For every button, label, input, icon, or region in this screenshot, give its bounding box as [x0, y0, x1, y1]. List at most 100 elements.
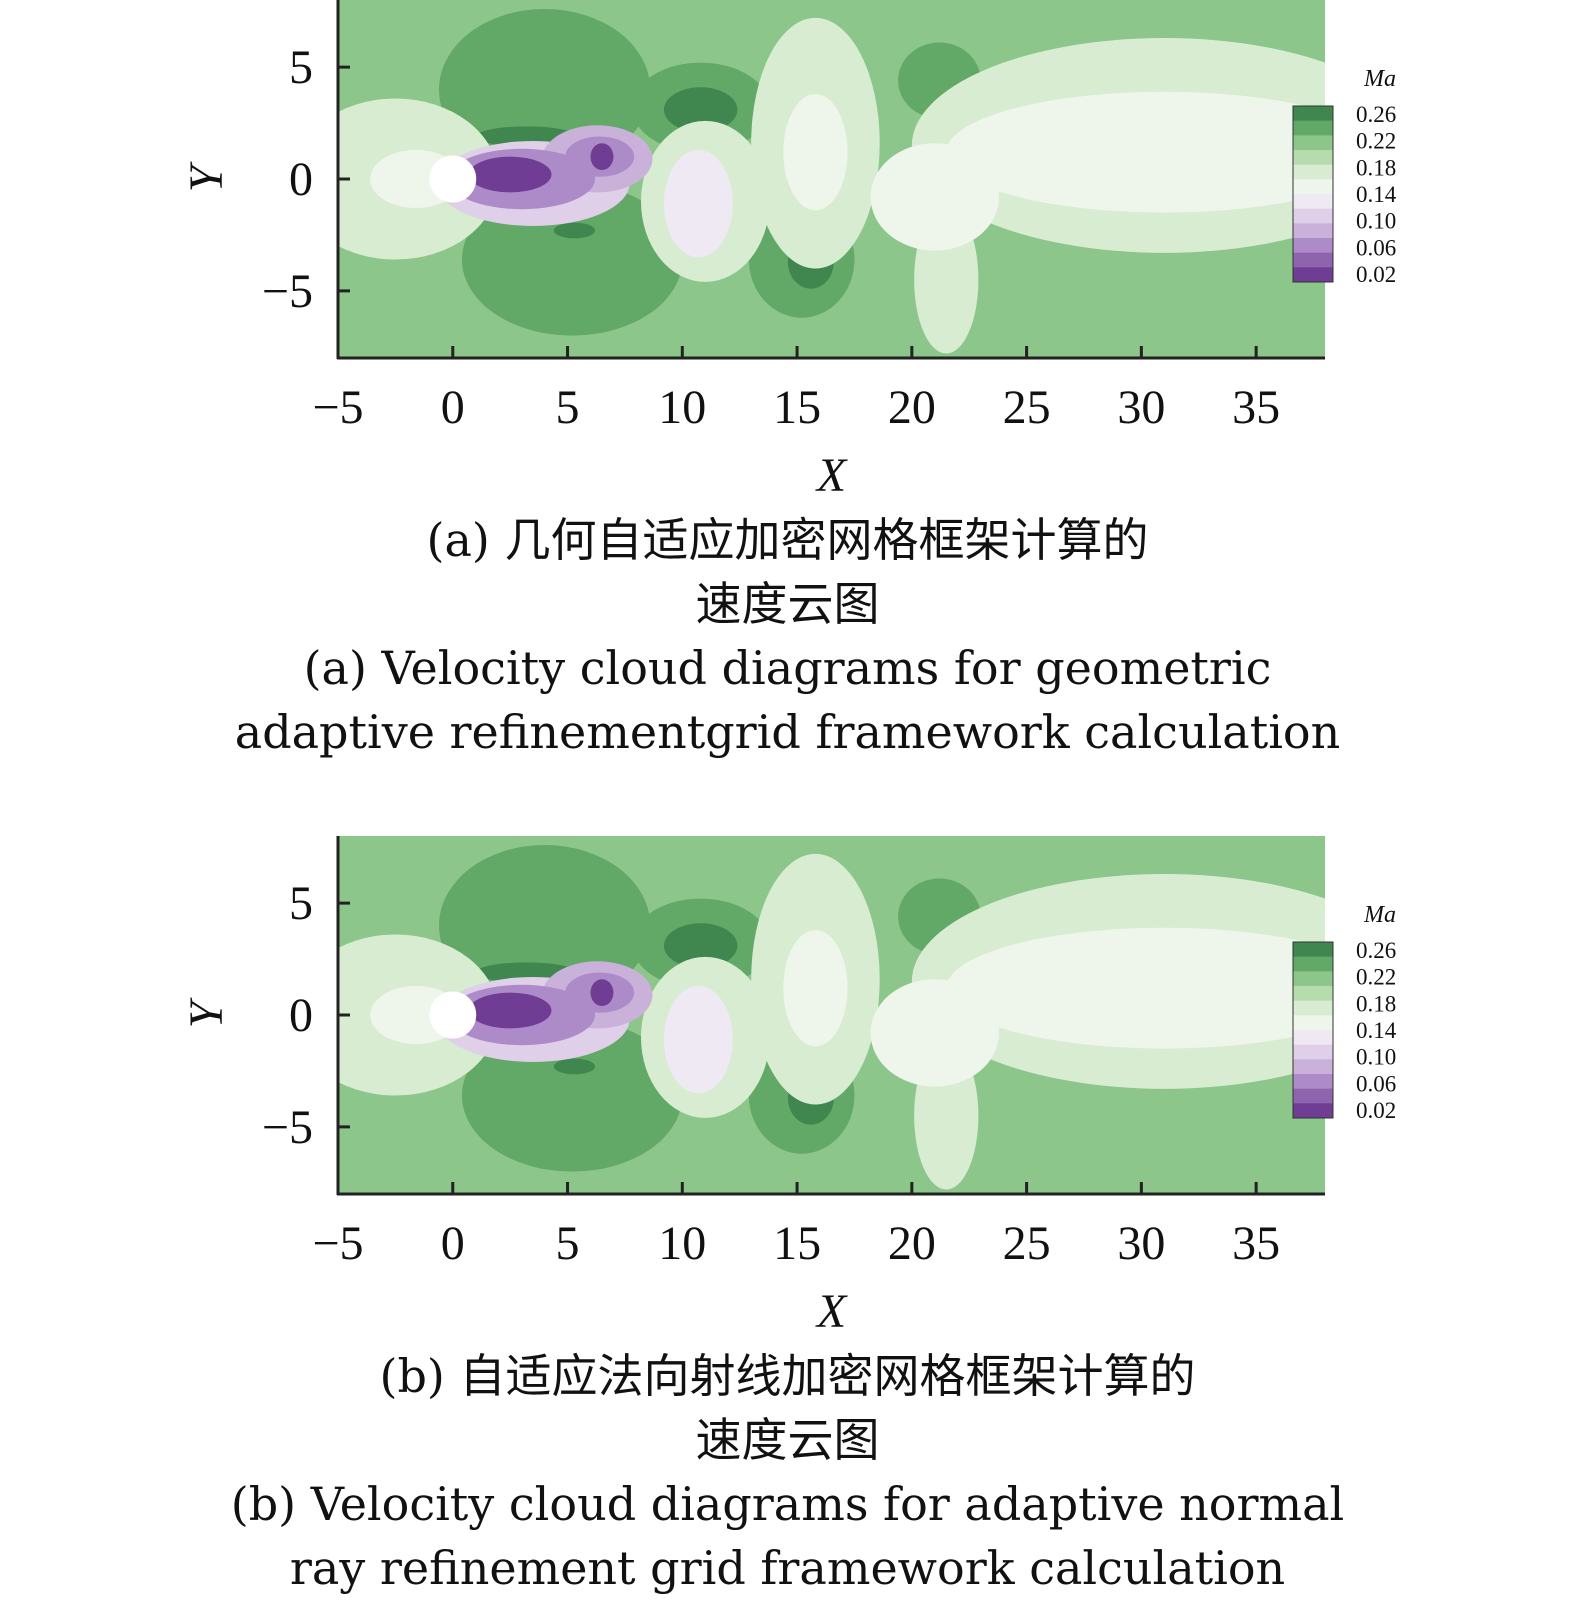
colorbar-swatch: [1293, 1088, 1333, 1104]
x-tick-label: 5: [556, 381, 580, 434]
cylinder-obstacle: [429, 991, 477, 1039]
x-tick-label: −5: [312, 1217, 363, 1270]
caption-a-zh-line1: (a) 几何自适应加密网格框架计算的: [426, 513, 1149, 567]
y-axis-title: Y: [180, 161, 233, 192]
x-axis-title: X: [815, 449, 848, 502]
colorbar-swatch: [1293, 971, 1333, 987]
x-tick-label: 15: [773, 1217, 821, 1270]
colorbar-title: Ma: [1363, 66, 1396, 92]
colorbar-swatch: [1293, 942, 1333, 958]
contour-regions: [338, 8, 1325, 354]
x-tick-label: 25: [1003, 381, 1051, 434]
x-tick-label: 30: [1117, 1217, 1165, 1270]
x-tick-label: 25: [1003, 1217, 1051, 1270]
contour-region-23: [468, 156, 552, 193]
contour-region-14: [946, 91, 1325, 213]
colorbar-label: 0.10: [1356, 209, 1396, 234]
colorbar-legend: Ma 0.260.220.180.140.100.060.02: [1292, 902, 1397, 1123]
caption-b-en-line1: (b) Velocity cloud diagrams for adaptive…: [230, 1477, 1345, 1531]
y-axis-title: Y: [180, 997, 233, 1028]
caption-b-en-line2: ray refinement grid framework calculatio…: [289, 1541, 1286, 1595]
y-tick-label: 5: [289, 41, 313, 94]
colorbar-swatch: [1293, 1000, 1333, 1016]
contour-region-17: [663, 985, 733, 1094]
colorbar-swatch: [1293, 267, 1333, 283]
contour-region-17: [663, 149, 733, 258]
colorbar-swatch: [1293, 208, 1333, 224]
x-tick-label: 10: [658, 1217, 706, 1270]
colorbar-label: 0.18: [1356, 155, 1396, 180]
colorbar-swatch: [1293, 956, 1333, 972]
colorbar-swatch: [1293, 1074, 1333, 1090]
colorbar-swatch: [1293, 1044, 1333, 1060]
contour-region-5: [663, 923, 738, 969]
colorbar-label: 0.02: [1356, 1098, 1396, 1123]
colorbar-swatch: [1293, 238, 1333, 254]
contour-region-3: [553, 222, 596, 239]
x-axis-title: X: [815, 1285, 848, 1338]
contour-region-16: [783, 93, 848, 211]
colorbar-swatch: [1293, 179, 1333, 195]
colorbar-swatch: [1293, 120, 1333, 136]
colorbar-swatch: [1293, 106, 1333, 122]
colorbar-title: Ma: [1363, 902, 1396, 928]
colorbar-label: 0.06: [1356, 235, 1396, 260]
colorbar-label: 0.02: [1356, 262, 1396, 287]
colorbar-label: 0.14: [1356, 182, 1397, 207]
x-tick-label: 35: [1232, 381, 1280, 434]
colorbar-label: 0.26: [1356, 938, 1396, 963]
contour-region-14: [946, 927, 1325, 1049]
caption-b-zh-line2: 速度云图: [695, 1413, 880, 1467]
y-tick-label: 0: [289, 153, 313, 206]
colorbar-swatch: [1293, 1103, 1333, 1119]
contour-regions: [338, 844, 1325, 1190]
y-tick-label: 5: [289, 877, 313, 930]
colorbar-frame: [1292, 105, 1334, 283]
colorbar-frame: [1292, 941, 1334, 1119]
cylinder-obstacle: [429, 155, 477, 203]
contour-plot-a: −5 0 5 10 15 20 25 30 35 5 0 −5 X Y Ma 0.260.220.180.14…: [180, 0, 1397, 502]
colorbar-label: 0.22: [1356, 129, 1396, 154]
contour-plot-b: −5 0 5 10 15 20 25 30 35 5 0 −5 X Y Ma 0.260.220.180.14…: [180, 836, 1397, 1338]
contour-region-16: [783, 929, 848, 1047]
colorbar-label: 0.26: [1356, 102, 1396, 127]
colorbar-swatch: [1293, 252, 1333, 268]
colorbar-swatch: [1293, 1015, 1333, 1031]
x-tick-label: 20: [888, 1217, 936, 1270]
x-tick-label: 35: [1232, 1217, 1280, 1270]
contour-region-15: [870, 143, 1000, 251]
colorbar-label: 0.18: [1356, 991, 1396, 1016]
caption-b-zh-line1: (b) 自适应法向射线加密网格框架计算的: [379, 1349, 1196, 1403]
x-tick-label: 5: [556, 1217, 580, 1270]
x-tick-label: 10: [658, 381, 706, 434]
contour-region-24: [590, 979, 614, 1007]
caption-a-en-line2: adaptive refinementgrid framework calcul…: [234, 705, 1341, 759]
colorbar-swatch: [1293, 223, 1333, 239]
y-tick-label: −5: [262, 265, 313, 318]
contour-region-5: [663, 87, 738, 133]
x-tick-label: 30: [1117, 381, 1165, 434]
colorbar-label: 0.14: [1356, 1018, 1397, 1043]
x-tick-label: −5: [312, 381, 363, 434]
colorbar-swatch: [1293, 150, 1333, 166]
y-tick-label: 0: [289, 989, 313, 1042]
caption-a: (a) 几何自适应加密网格框架计算的 速度云图 (a) Velocity clo…: [0, 508, 1575, 764]
x-tick-label: 0: [441, 1217, 465, 1270]
contour-region-23: [468, 992, 552, 1029]
colorbar-label: 0.10: [1356, 1045, 1396, 1070]
colorbar-swatch: [1293, 135, 1333, 151]
colorbar-label: 0.06: [1356, 1071, 1396, 1096]
y-tick-label: −5: [262, 1101, 313, 1154]
caption-a-en-line1: (a) Velocity cloud diagrams for geometri…: [303, 641, 1272, 695]
x-tick-label: 15: [773, 381, 821, 434]
colorbar-swatch: [1293, 986, 1333, 1002]
colorbar-swatch: [1293, 1059, 1333, 1075]
x-tick-label: 20: [888, 381, 936, 434]
contour-region-15: [870, 979, 1000, 1087]
colorbar-label: 0.22: [1356, 965, 1396, 990]
colorbar-swatch: [1293, 164, 1333, 180]
contour-region-24: [590, 143, 614, 171]
x-tick-label: 0: [441, 381, 465, 434]
colorbar-swatch: [1293, 194, 1333, 210]
colorbar-swatch: [1293, 1030, 1333, 1046]
